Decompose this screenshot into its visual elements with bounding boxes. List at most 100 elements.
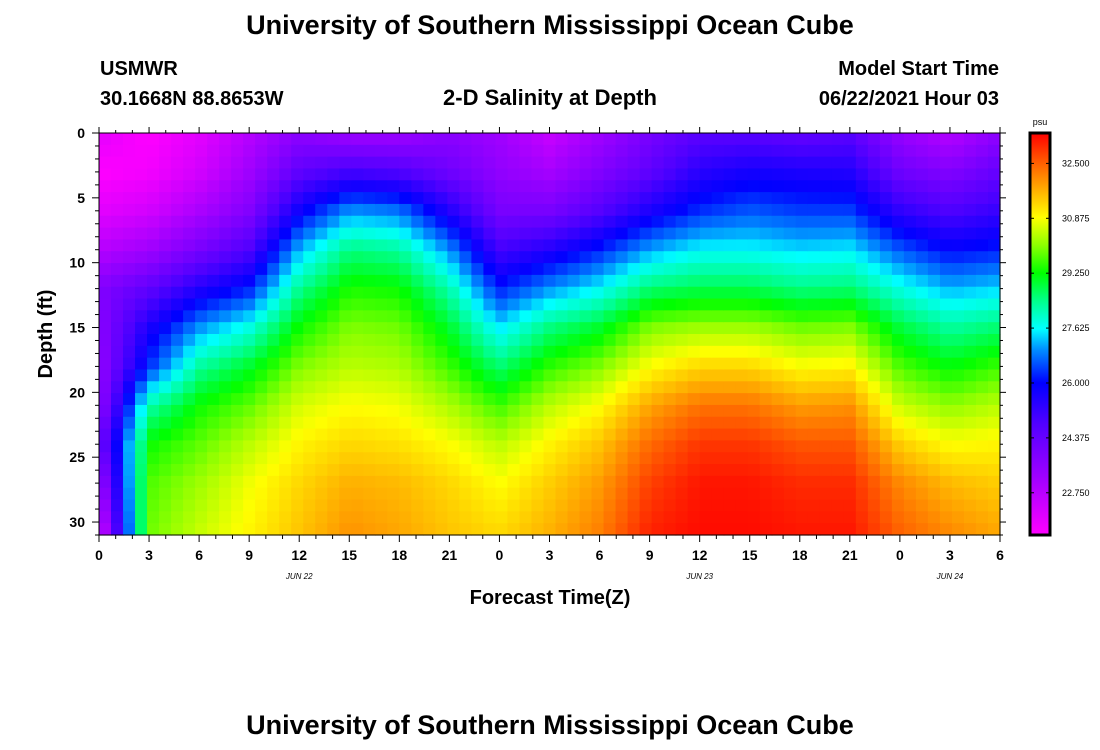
heatmap-cell bbox=[723, 192, 737, 205]
heatmap-cell bbox=[315, 369, 328, 382]
heatmap-cell bbox=[723, 487, 737, 501]
heatmap-cell bbox=[135, 334, 148, 347]
heatmap-cell bbox=[387, 286, 400, 300]
heatmap-cell bbox=[783, 203, 797, 217]
heatmap-cell bbox=[663, 428, 677, 442]
heatmap-cell bbox=[135, 192, 148, 205]
heatmap-cell bbox=[183, 322, 196, 335]
heatmap-cell bbox=[291, 345, 304, 359]
heatmap-cell bbox=[699, 203, 713, 217]
heatmap-cell bbox=[159, 274, 172, 288]
heatmap-cell bbox=[195, 511, 208, 524]
heatmap-cell bbox=[795, 393, 809, 406]
heatmap-cell bbox=[375, 180, 388, 193]
heatmap-cell bbox=[963, 369, 977, 382]
heatmap-cell bbox=[279, 322, 292, 335]
heatmap-cell bbox=[747, 263, 761, 276]
heatmap-cell bbox=[411, 168, 424, 181]
heatmap-cell bbox=[447, 499, 460, 512]
heatmap-cell bbox=[975, 369, 989, 382]
heatmap-cell bbox=[747, 393, 761, 406]
heatmap-cell bbox=[831, 286, 845, 300]
heatmap-cell bbox=[975, 286, 989, 300]
heatmap-cell bbox=[207, 192, 220, 205]
heatmap-cell bbox=[195, 369, 208, 382]
heatmap-cell bbox=[423, 298, 436, 311]
heatmap-cell bbox=[699, 215, 713, 229]
heatmap-cell bbox=[99, 156, 112, 170]
heatmap-cell bbox=[207, 263, 220, 276]
heatmap-cell bbox=[303, 168, 316, 181]
heatmap-cell bbox=[843, 511, 857, 524]
heatmap-cell bbox=[399, 428, 412, 442]
heatmap-cell bbox=[747, 475, 761, 489]
heatmap-cell bbox=[831, 523, 845, 536]
heatmap-cell bbox=[579, 440, 593, 453]
heatmap-cell bbox=[591, 322, 605, 335]
heatmap-cell bbox=[939, 511, 953, 524]
heatmap-cell bbox=[291, 156, 304, 170]
heatmap-cell bbox=[783, 156, 797, 170]
heatmap-cell bbox=[687, 440, 701, 453]
heatmap-cell bbox=[255, 334, 268, 347]
heatmap-cell bbox=[519, 263, 533, 276]
heatmap-cell bbox=[483, 203, 497, 217]
heatmap-cell bbox=[747, 511, 761, 524]
heatmap-cell bbox=[543, 475, 557, 489]
heatmap-cell bbox=[339, 393, 352, 406]
heatmap-cell bbox=[867, 464, 881, 477]
heatmap-cell bbox=[459, 274, 473, 288]
heatmap-cell bbox=[567, 345, 581, 359]
heatmap-cell bbox=[783, 251, 797, 264]
heatmap-cell bbox=[339, 369, 352, 382]
heatmap-cell bbox=[279, 511, 292, 524]
heatmap-cell bbox=[291, 523, 304, 536]
heatmap-cell bbox=[867, 168, 881, 181]
heatmap-cell bbox=[495, 440, 509, 453]
heatmap-cell bbox=[879, 404, 893, 418]
heatmap-cell bbox=[471, 239, 485, 252]
heatmap-cell bbox=[891, 404, 905, 418]
heatmap-cell bbox=[387, 369, 400, 382]
heatmap-cell bbox=[387, 499, 400, 512]
heatmap-cell bbox=[183, 393, 196, 406]
heatmap-cell bbox=[255, 393, 268, 406]
heatmap-cell bbox=[171, 523, 184, 536]
heatmap-cell bbox=[243, 203, 256, 217]
heatmap-cell bbox=[987, 357, 1001, 371]
heatmap-cell bbox=[879, 393, 893, 406]
heatmap-cell bbox=[495, 523, 509, 536]
heatmap-cell bbox=[615, 511, 629, 524]
heatmap-cell bbox=[567, 404, 581, 418]
heatmap-cell bbox=[339, 428, 352, 442]
heatmap-cell bbox=[135, 310, 148, 323]
heatmap-cell bbox=[315, 274, 328, 288]
heatmap-cell bbox=[507, 310, 521, 323]
heatmap-cell bbox=[879, 192, 893, 205]
heatmap-cell bbox=[927, 251, 941, 264]
heatmap-cell bbox=[603, 274, 617, 288]
heatmap-cell bbox=[927, 511, 941, 524]
heatmap-cell bbox=[411, 369, 424, 382]
heatmap-cell bbox=[735, 286, 749, 300]
heatmap-cell bbox=[639, 156, 653, 170]
heatmap-cell bbox=[507, 298, 521, 311]
heatmap-cell bbox=[951, 404, 965, 418]
heatmap-cell bbox=[963, 298, 977, 311]
heatmap-cell bbox=[939, 487, 953, 501]
heatmap-cell bbox=[891, 239, 905, 252]
heatmap-cell bbox=[351, 180, 364, 193]
heatmap-cell bbox=[567, 180, 581, 193]
heatmap-cell bbox=[651, 251, 665, 264]
heatmap-cell bbox=[831, 144, 845, 158]
heatmap-cell bbox=[195, 215, 208, 229]
heatmap-cell bbox=[243, 180, 256, 193]
heatmap-cell bbox=[699, 416, 713, 430]
heatmap-cell bbox=[207, 144, 220, 158]
heatmap-cell bbox=[759, 381, 773, 394]
heatmap-cell bbox=[963, 286, 977, 300]
heatmap-cell bbox=[135, 251, 148, 264]
heatmap-cell bbox=[351, 357, 364, 371]
heatmap-cell bbox=[903, 452, 917, 465]
heatmap-cell bbox=[447, 428, 460, 442]
